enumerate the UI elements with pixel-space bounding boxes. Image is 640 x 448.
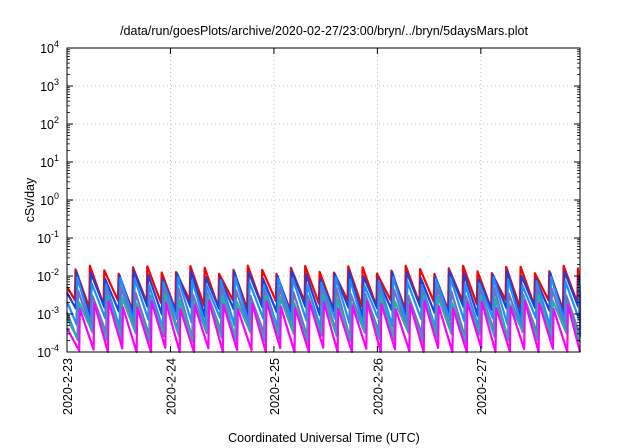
x-tick-label: 2020-2-23 (61, 358, 75, 415)
x-tick-label: 2020-2-27 (475, 358, 489, 415)
y-tick-label: 100 (40, 191, 59, 208)
series-line (66, 269, 582, 318)
x-axis-ticks: 2020-2-23 2020-2-24 2020-2-25 2020-2-26 2020… (61, 48, 489, 415)
y-tick-label: 102 (40, 115, 59, 132)
y-tick-label: 10-4 (37, 343, 59, 360)
chart-title: /data/run/goesPlots/archive/2020-02-27/2… (120, 24, 528, 38)
x-tick-label: 2020-2-24 (164, 358, 178, 415)
y-tick-label: 103 (40, 77, 59, 94)
x-tick-label: 2020-2-25 (268, 358, 282, 415)
series-line (66, 299, 582, 354)
x-tick-label: 2020-2-26 (371, 358, 385, 415)
x-axis-label: Coordinated Universal Time (UTC) (228, 431, 420, 445)
y-axis-ticks: 104 103 102 101 100 10-1 10-2 10-3 10-4 (37, 39, 580, 360)
y-tick-label: 10-3 (37, 305, 59, 322)
y-tick-label: 104 (40, 39, 59, 56)
series-lines (65, 264, 582, 354)
series-line (65, 276, 582, 330)
y-tick-label: 10-1 (37, 229, 59, 246)
y-axis-label: cSv/day (23, 177, 37, 222)
y-tick-label: 101 (40, 153, 59, 170)
y-tick-label: 10-2 (37, 267, 59, 284)
